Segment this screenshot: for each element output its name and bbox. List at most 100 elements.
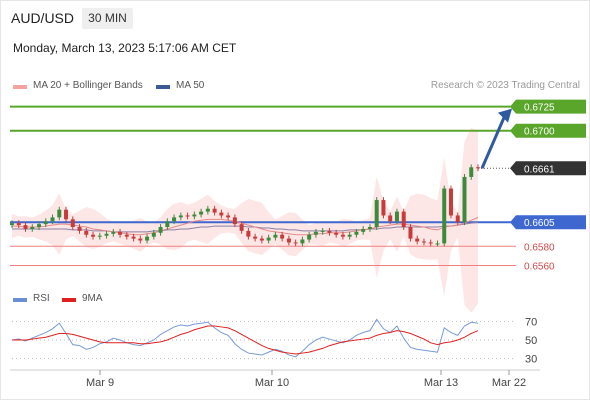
candle-body xyxy=(340,234,345,237)
forecast-arrow-shaft xyxy=(480,117,506,169)
candle-body xyxy=(421,241,426,243)
candle-body xyxy=(30,227,35,229)
candle-body xyxy=(246,230,251,237)
candle-body xyxy=(239,224,244,231)
candle-body xyxy=(408,227,413,239)
candle-body xyxy=(307,234,312,240)
legend-label-9ma: 9MA xyxy=(82,293,103,304)
x-tick-label: Mar 10 xyxy=(255,377,289,389)
candle-body xyxy=(158,227,163,233)
rsi-tick-label: 30 xyxy=(525,354,537,366)
candle-body xyxy=(199,211,204,215)
candle-body xyxy=(286,238,291,243)
candle-body xyxy=(64,209,69,220)
candle-body xyxy=(185,215,190,217)
rsi-tick-label: 50 xyxy=(525,335,537,347)
datetime-label: Monday, March 13, 2023 5:17:06 AM CET xyxy=(13,41,237,55)
candle-body xyxy=(104,233,109,236)
ma50-line xyxy=(12,221,479,233)
candle-body xyxy=(259,238,264,241)
level-label-pivot: 0.6605 xyxy=(524,218,555,229)
candle-body xyxy=(37,224,42,228)
bollinger-band xyxy=(12,127,478,313)
candle-body xyxy=(165,221,170,228)
candle-body xyxy=(84,230,89,235)
level-tag-current xyxy=(510,161,586,176)
candle-body xyxy=(151,232,156,237)
candle-body xyxy=(401,211,406,228)
candle-body xyxy=(320,230,325,232)
candle-body xyxy=(145,236,150,241)
candle-body xyxy=(394,211,399,222)
level-tag-pivot xyxy=(510,215,586,230)
x-tick-label: Mar 9 xyxy=(86,377,114,389)
candle-body xyxy=(266,237,271,241)
candle-body xyxy=(334,232,339,235)
candle-body xyxy=(178,215,183,218)
candle-body xyxy=(361,228,366,232)
symbol-title: AUD/USD xyxy=(11,10,75,26)
x-tick-label: Mar 22 xyxy=(492,377,526,389)
candle-body xyxy=(16,223,21,226)
candle-body xyxy=(111,231,116,234)
timeframe-label: 30 MIN xyxy=(88,11,127,25)
candle-body xyxy=(23,225,28,229)
candle-body xyxy=(354,231,359,235)
candle-body xyxy=(428,242,433,244)
candle-body xyxy=(381,200,386,216)
candle-body xyxy=(435,243,440,245)
9ma-line xyxy=(12,325,479,355)
candle-body xyxy=(124,234,129,237)
candle-body xyxy=(442,188,447,244)
legend-swatch-ma50 xyxy=(156,85,170,89)
candle-body xyxy=(455,215,460,223)
candle-body xyxy=(212,208,217,213)
legend-swatch-9ma xyxy=(62,298,76,302)
level-tag-resistance xyxy=(510,123,586,138)
candle-body xyxy=(367,227,372,229)
rsi-tick-label: 70 xyxy=(525,316,537,328)
candle-body xyxy=(97,235,102,237)
candle-body xyxy=(192,214,197,217)
timeframe-button[interactable]: 30 MIN xyxy=(82,8,133,29)
candle-body xyxy=(476,167,480,169)
candle-body xyxy=(462,176,467,223)
level-label-support: 0.6580 xyxy=(524,242,555,253)
candle-body xyxy=(131,236,136,239)
candle-body xyxy=(226,215,231,218)
candle-body xyxy=(219,212,224,216)
level-tag-resistance xyxy=(510,99,586,114)
candle-body xyxy=(10,223,14,226)
candle-body xyxy=(273,234,278,238)
candle-body xyxy=(327,230,332,233)
candle-body xyxy=(280,234,285,239)
candle-body xyxy=(50,217,55,222)
level-label-resistance: 0.6700 xyxy=(524,127,555,138)
level-label-support: 0.6560 xyxy=(524,262,555,273)
candle-body xyxy=(293,242,298,244)
candle-body xyxy=(43,221,48,225)
candle-body xyxy=(118,231,123,235)
legend-label-ma20: MA 20 + Bollinger Bands xyxy=(33,80,143,91)
candle-body xyxy=(347,234,352,237)
legend-swatch-ma20 xyxy=(13,85,27,89)
ma20-line xyxy=(12,216,479,236)
legend-swatch-rsi xyxy=(13,298,27,302)
candle-body xyxy=(313,231,318,235)
rsi-line xyxy=(11,318,479,358)
forecast-arrow-head xyxy=(498,108,512,123)
candle-body xyxy=(448,188,453,216)
candle-body xyxy=(374,200,379,228)
candle-body xyxy=(388,215,393,222)
candle-body xyxy=(57,209,62,218)
credit-text: Research © 2023 Trading Central xyxy=(430,80,580,91)
candle-body xyxy=(415,238,420,242)
level-label-current: 0.6661 xyxy=(524,164,555,175)
x-tick-label: Mar 13 xyxy=(424,377,458,389)
candle-body xyxy=(70,219,75,228)
level-label-resistance: 0.6725 xyxy=(524,103,555,114)
candle-body xyxy=(172,217,177,222)
legend-label-ma50: MA 50 xyxy=(176,80,205,91)
candle-body xyxy=(138,238,143,241)
